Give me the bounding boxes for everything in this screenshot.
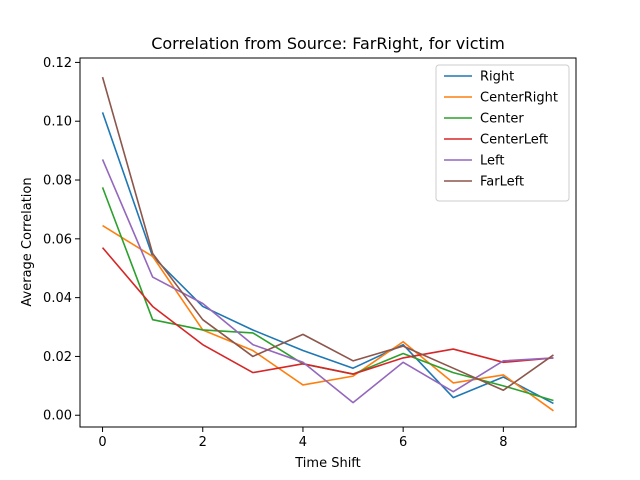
plot-area-frame — [79, 57, 577, 428]
y-tick-label: 0.06 — [43, 232, 72, 247]
legend-label: Center — [480, 112, 524, 127]
legend-box — [435, 64, 570, 202]
x-axis-ticks: 0 2 4 6 8 — [98, 427, 507, 450]
x-tick-label: 0 — [98, 435, 106, 450]
y-axis-label: Average Correlation — [20, 177, 35, 306]
x-tick-label: 4 — [299, 435, 307, 450]
y-tick-label: 0.00 — [43, 409, 72, 424]
y-tick-label: 0.04 — [43, 291, 72, 306]
x-tick-label: 8 — [499, 435, 507, 450]
x-tick-label: 2 — [199, 435, 207, 450]
y-tick-label: 0.12 — [43, 56, 72, 71]
series-line-farleft — [101, 76, 554, 392]
legend: Right CenterRight Center CenterLeft Left FarL… — [435, 64, 570, 202]
series-line-right — [101, 112, 554, 405]
series-layer — [101, 76, 554, 412]
x-tick-label: 6 — [399, 435, 407, 450]
y-axis-ticks: 0.00 0.02 0.04 0.06 0.08 0.10 0.12 — [43, 56, 80, 424]
legend-label: FarLeft — [480, 175, 524, 190]
series-line-centerleft — [101, 247, 554, 375]
legend-label: Right — [480, 70, 514, 85]
x-axis-label: Time Shift — [294, 456, 361, 471]
y-tick-label: 0.10 — [43, 115, 72, 130]
y-tick-label: 0.08 — [43, 174, 72, 189]
chart-title: Correlation from Source: FarRight, for v… — [151, 34, 505, 53]
legend-label: Left — [480, 154, 504, 169]
series-line-left — [101, 159, 554, 404]
legend-label: CenterRight — [480, 91, 558, 106]
y-tick-label: 0.02 — [43, 350, 72, 365]
legend-label: CenterLeft — [480, 133, 548, 148]
